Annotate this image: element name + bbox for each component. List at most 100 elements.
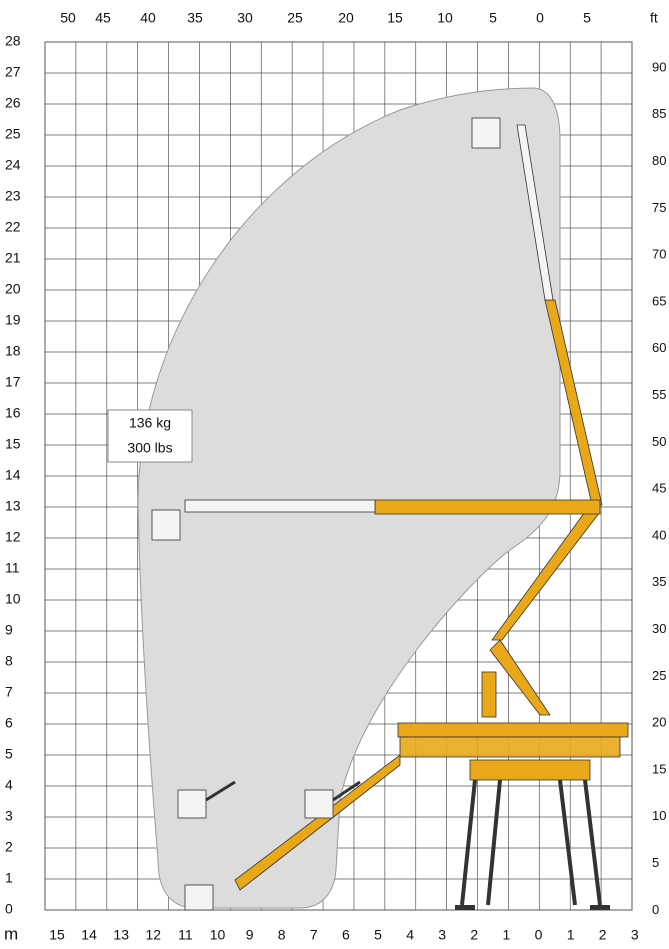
m-left-label: 7 (5, 684, 13, 700)
ft-right-label: 5 (652, 855, 659, 870)
basket-top (471, 117, 501, 149)
m-left-label: 11 (5, 560, 20, 576)
m-bottom-label: 11 (178, 927, 193, 943)
m-left-label: 17 (5, 374, 21, 390)
m-bottom-label: 1 (567, 927, 575, 943)
chassis (397, 722, 629, 738)
ft-right-label: 15 (652, 761, 666, 776)
knuckle (481, 671, 497, 718)
ft-right-label: 85 (652, 106, 666, 121)
ft-right-label: 35 (652, 574, 666, 589)
ft-right-label: 10 (652, 808, 666, 823)
m-bottom-label: 2 (470, 927, 478, 943)
chassis-lower (399, 736, 621, 758)
m-left-label: 18 (5, 343, 21, 359)
basket-mid (151, 509, 181, 541)
m-bottom-label: 15 (49, 927, 65, 943)
m-left-label: 28 (5, 33, 21, 49)
m-left-label: 13 (5, 498, 21, 514)
foot (455, 905, 475, 910)
ft-top-label: 5 (583, 10, 591, 26)
m-bottom-label: 12 (146, 927, 162, 943)
m-left-label: 16 (5, 405, 21, 421)
outriggers (460, 779, 602, 906)
ft-right-label: 60 (652, 340, 666, 355)
basket-low-left (177, 789, 207, 819)
horizontal-boom (374, 499, 601, 515)
m-left-label: 21 (5, 250, 21, 266)
m-bottom-label: 10 (210, 927, 226, 943)
m-left-label: 3 (5, 808, 13, 824)
m-left-label: 24 (5, 157, 21, 173)
m-bottom-label: 13 (113, 927, 129, 943)
jib-links (205, 780, 361, 802)
low-boom (234, 754, 401, 891)
horizontal-jib (184, 499, 376, 513)
ft-right-label: 50 (652, 434, 666, 449)
working-envelope (137, 87, 561, 909)
m-bottom-label: 5 (374, 927, 382, 943)
ft-right-label: 30 (652, 621, 666, 636)
ft-top-label: 40 (140, 10, 156, 26)
ft-top-label: 35 (187, 10, 203, 26)
basket-low (184, 884, 214, 911)
m-bottom-label: 0 (535, 927, 543, 943)
basket-low-mid (304, 789, 334, 819)
m-left-label: 4 (5, 777, 13, 793)
ft-unit: ft (650, 10, 658, 26)
ft-right-label: 75 (652, 200, 666, 215)
m-bottom-label: 3 (631, 927, 639, 943)
m-left-label: 5 (5, 746, 13, 762)
m-left-label: 14 (5, 467, 21, 483)
ft-top-label: 25 (287, 10, 303, 26)
load-box (107, 409, 193, 463)
m-left-label: 26 (5, 95, 21, 111)
m-left-label: 20 (5, 281, 21, 297)
ft-top-label: 15 (387, 10, 403, 26)
m-left-label: 27 (5, 64, 21, 80)
load-kg: 136 kg (129, 415, 171, 431)
ft-top-label: 30 (237, 10, 253, 26)
m-bottom-label: 3 (438, 927, 446, 943)
fly-jib (516, 124, 554, 301)
m-left-label: 25 (5, 126, 21, 142)
m-left-label: 22 (5, 219, 21, 235)
m-bottom-label: 6 (342, 927, 350, 943)
ft-right-label: 65 (652, 293, 666, 308)
ft-right-label: 70 (652, 247, 666, 262)
m-left-label: 1 (5, 870, 13, 886)
m-left-label: 10 (5, 591, 21, 607)
ft-top-label: 10 (437, 10, 453, 26)
base (469, 759, 591, 781)
ft-top-label: 20 (338, 10, 354, 26)
m-left-label: 15 (5, 436, 21, 452)
load-lbs: 300 lbs (127, 440, 172, 456)
ft-right-label: 20 (652, 715, 666, 730)
m-bottom-label: 9 (246, 927, 254, 943)
m-left-label: 0 (5, 901, 13, 917)
m-left-label: 2 (5, 839, 13, 855)
m-left-label: 8 (5, 653, 13, 669)
m-bottom-label: 1 (503, 927, 511, 943)
m-left-label: 6 (5, 715, 13, 731)
m-bottom-label: 2 (599, 927, 607, 943)
m-left-label: 23 (5, 188, 21, 204)
m-bottom-label: 14 (81, 927, 97, 943)
m-bottom-label: 7 (310, 927, 318, 943)
machine (151, 117, 629, 911)
m-unit: m (4, 924, 18, 943)
ft-right-label: 0 (652, 902, 659, 917)
ft-top-label: 5 (489, 10, 497, 26)
ft-right-label: 90 (652, 59, 666, 74)
foot (590, 905, 610, 910)
ft-right-label: 40 (652, 527, 666, 542)
ft-right-label: 25 (652, 668, 666, 683)
ft-top-label: 50 (60, 10, 76, 26)
ft-right-label: 55 (652, 387, 666, 402)
m-left-label: 9 (5, 622, 13, 638)
m-left-label: 12 (5, 529, 21, 545)
m-left-label: 19 (5, 312, 21, 328)
m-bottom-label: 4 (406, 927, 414, 943)
m-bottom-label: 8 (278, 927, 286, 943)
